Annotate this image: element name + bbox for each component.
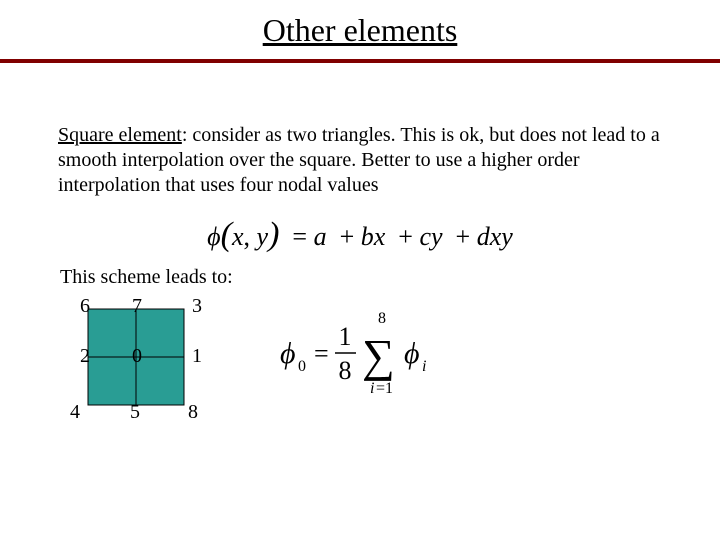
square-element-label: Square element: [58, 124, 182, 146]
eq2-sum-top: 8: [378, 310, 386, 327]
node-1: 1: [192, 345, 202, 368]
node-2: 2: [80, 345, 90, 368]
equation-average: ϕ 0 = 1 8 8 ∑ i =1 ϕ i: [280, 307, 490, 399]
svg-text:∑: ∑: [362, 330, 395, 381]
svg-text:ϕ: ϕ: [404, 337, 420, 370]
eq2-num: 1: [339, 322, 352, 351]
svg-text:ϕ: ϕ: [280, 337, 296, 370]
node-3: 3: [192, 295, 202, 318]
eq2-rhs-sub: i: [422, 358, 426, 375]
node-7: 7: [132, 295, 142, 318]
node-5: 5: [130, 401, 140, 424]
square-element-grid: 6 7 3 2 0 1 4 5 8: [78, 299, 228, 449]
eq2-lhs-sub: 0: [298, 358, 306, 375]
eq2-sum-eq: =1: [376, 380, 393, 397]
node-0: 0: [132, 345, 142, 368]
node-8: 8: [188, 401, 198, 424]
svg-text:=: =: [314, 339, 329, 368]
node-4: 4: [70, 401, 80, 424]
node-6: 6: [80, 295, 90, 318]
paragraph: Square element: consider as two triangle…: [0, 63, 720, 198]
leads-to-text: This scheme leads to:: [0, 266, 720, 289]
page-title: Other elements: [263, 12, 458, 49]
eq2-den: 8: [339, 356, 352, 385]
eq2-sum-var: i: [370, 380, 374, 397]
equation-average-svg: ϕ 0 = 1 8 8 ∑ i =1 ϕ i: [280, 307, 490, 399]
equation-bilinear: ϕ(x, y) = a + bx + cy + dxy: [0, 216, 720, 254]
